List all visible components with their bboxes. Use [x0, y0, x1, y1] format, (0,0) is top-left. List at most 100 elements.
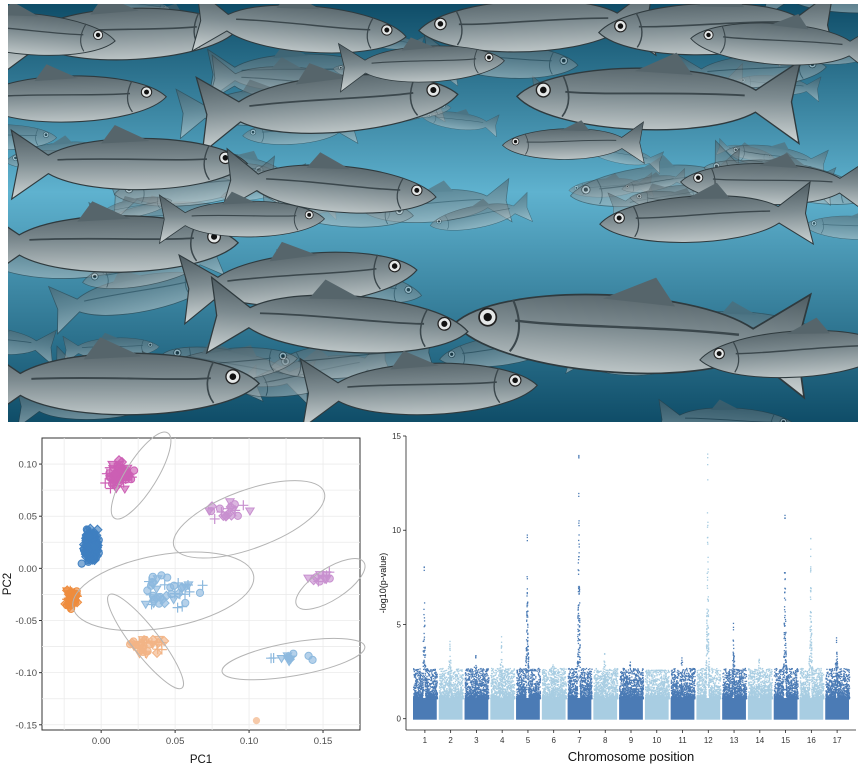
snp-point — [454, 677, 455, 678]
snp-point — [419, 671, 420, 672]
snp-point — [413, 689, 414, 690]
snp-point — [422, 691, 423, 692]
snp-point — [427, 691, 428, 692]
snp-point — [539, 677, 540, 678]
snp-point — [422, 684, 423, 685]
snp-point — [425, 674, 426, 675]
snp-point — [457, 686, 458, 687]
snp-point — [535, 689, 536, 690]
snp-point — [417, 671, 418, 672]
snp-point — [420, 688, 421, 689]
snp-point — [495, 687, 496, 688]
snp-point — [420, 678, 421, 679]
snp-point — [458, 694, 459, 695]
snp-point — [455, 687, 456, 688]
snp-point — [423, 666, 424, 667]
snp-point — [448, 687, 449, 688]
snp-point — [501, 662, 502, 663]
snp-point — [441, 677, 442, 678]
snp-point — [491, 689, 492, 690]
snp-point — [434, 680, 435, 681]
snp-point — [528, 683, 529, 684]
snp-point — [514, 691, 515, 692]
snp-point — [498, 682, 499, 683]
snp-point — [512, 673, 513, 674]
snp-point — [455, 691, 456, 692]
snp-point — [448, 683, 449, 684]
snp-point — [449, 644, 450, 645]
snp-point — [500, 672, 501, 673]
snp-point — [474, 667, 475, 668]
snp-point — [478, 680, 479, 681]
snp-point — [453, 673, 454, 674]
snp-point — [422, 682, 423, 683]
snp-point — [449, 646, 450, 647]
pca-point — [182, 599, 189, 606]
snp-point — [532, 673, 533, 674]
snp-point — [415, 680, 416, 681]
snp-point — [443, 696, 444, 697]
snp-point — [465, 682, 466, 683]
snp-point — [485, 694, 486, 695]
snp-point — [456, 674, 457, 675]
snp-point — [480, 668, 481, 669]
snp-point — [539, 686, 540, 687]
snp-point — [496, 686, 497, 687]
snp-point — [455, 679, 456, 680]
snp-point — [440, 687, 441, 688]
snp-point — [449, 690, 450, 691]
snp-point — [420, 677, 421, 678]
snp-point — [440, 676, 441, 677]
snp-point — [514, 684, 515, 685]
pca-point-outlier — [253, 717, 260, 724]
snp-point — [480, 685, 481, 686]
snp-point — [450, 689, 451, 690]
snp-point — [504, 682, 505, 683]
snp-point — [418, 684, 419, 685]
pca-point — [78, 560, 85, 567]
snp-point — [521, 680, 522, 681]
snp-point — [449, 665, 450, 666]
snp-point — [526, 613, 527, 614]
snp-point — [432, 688, 433, 689]
snp-point — [519, 669, 520, 670]
snp-point — [415, 673, 416, 674]
snp-point — [525, 665, 526, 666]
pca-point — [83, 526, 90, 533]
y-tick-label: 0.10 — [19, 460, 38, 471]
snp-point — [453, 678, 454, 679]
snp-point — [476, 681, 477, 682]
snp-point — [517, 680, 518, 681]
snp-point — [419, 698, 420, 699]
snp-point — [437, 676, 438, 677]
snp-point — [435, 690, 436, 691]
snp-point — [485, 687, 486, 688]
snp-point — [450, 662, 451, 663]
snp-point — [503, 698, 504, 699]
snp-point — [445, 673, 446, 674]
snp-point — [497, 691, 498, 692]
snp-point — [445, 684, 446, 685]
snp-point — [421, 686, 422, 687]
snp-point — [475, 684, 476, 685]
snp-point — [491, 677, 492, 678]
snp-point — [440, 684, 441, 685]
snp-point — [449, 641, 450, 642]
snp-point — [413, 698, 414, 699]
snp-point — [453, 696, 454, 697]
snp-point — [529, 687, 530, 688]
snp-point — [426, 698, 427, 699]
snp-point — [424, 637, 425, 638]
snp-point — [484, 678, 485, 679]
snp-point — [528, 663, 529, 664]
snp-point — [493, 675, 494, 676]
snp-point — [492, 683, 493, 684]
snp-point — [416, 669, 417, 670]
snp-point — [425, 665, 426, 666]
snp-point — [480, 671, 481, 672]
snp-point — [461, 696, 462, 697]
snp-point — [476, 675, 477, 676]
snp-point — [496, 693, 497, 694]
snp-point — [448, 673, 449, 674]
snp-point — [486, 693, 487, 694]
